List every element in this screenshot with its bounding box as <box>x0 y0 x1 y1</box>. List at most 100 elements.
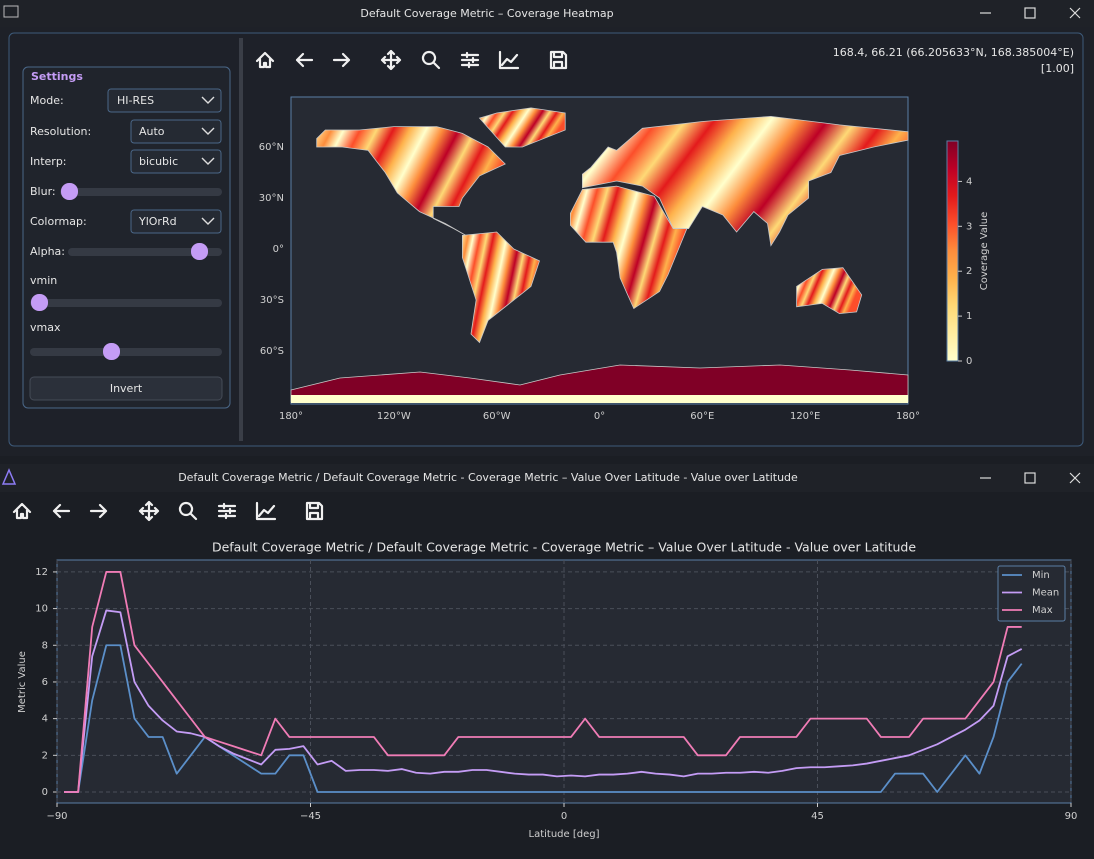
combo-value: YlOrRd <box>138 215 177 228</box>
invert-button[interactable] <box>29 376 223 401</box>
chart-title: Default Coverage Metric / Default Covera… <box>212 540 916 555</box>
title-bar <box>0 0 1094 27</box>
greenland <box>478 107 566 148</box>
window-title: Default Coverage Metric – Coverage Heatm… <box>360 7 613 20</box>
land <box>316 107 909 344</box>
lat-tick-label: 60°S <box>260 346 284 357</box>
configure-button[interactable] <box>460 51 480 69</box>
label: Colormap: <box>30 215 87 228</box>
colorbar <box>946 140 959 362</box>
splitter[interactable] <box>239 38 243 441</box>
lat-tick-label: 30°S <box>260 295 284 306</box>
lon-tick-label: 120°E <box>790 411 820 422</box>
configure-button[interactable] <box>217 502 237 520</box>
x-tick-label: −45 <box>300 811 321 822</box>
lon-tick-label: 60°W <box>483 411 511 422</box>
resolution-combo[interactable] <box>130 119 222 144</box>
x-tick-label: 0 <box>561 811 567 822</box>
colormap-combo[interactable] <box>130 209 222 234</box>
alpha-slider[interactable] <box>68 248 222 256</box>
series-line <box>64 571 1022 793</box>
label: Resolution: <box>30 125 91 138</box>
x-axis-label: Latitude [deg] <box>529 829 600 840</box>
settings-title: Settings <box>31 70 83 83</box>
forward-button[interactable] <box>332 52 351 68</box>
lon-tick-label: 60°E <box>690 411 714 422</box>
legend-label: Mean <box>1032 588 1059 599</box>
label: vmax <box>30 321 61 334</box>
legend-box <box>997 565 1066 622</box>
pan-button[interactable] <box>380 49 402 71</box>
y-tick-label: 0 <box>42 787 48 798</box>
y-tick-label: 2 <box>42 750 48 761</box>
edit-axis-button[interactable] <box>255 501 277 521</box>
x-tick-label: 45 <box>811 811 824 822</box>
blur-slider[interactable] <box>60 188 222 196</box>
africa <box>570 185 688 310</box>
back-button[interactable] <box>52 503 71 519</box>
status-zoom: [1.00] <box>1041 62 1074 75</box>
y-tick-label: 10 <box>35 604 48 615</box>
lon-tick-label: 180° <box>279 411 303 422</box>
mode-combo[interactable] <box>107 88 222 113</box>
lon-tick-label: 180° <box>896 411 920 422</box>
antarctica-edge <box>291 395 908 403</box>
colorbar-tick-label: 4 <box>966 176 972 187</box>
map-ticks: 180° 120°W 60°W 0° 60°E 120°E 180° 60°N 30°N 0° 30… <box>259 142 920 422</box>
colorbar-tick-label: 0 <box>966 356 972 367</box>
label: Interp: <box>30 155 67 168</box>
y-tick-label: 12 <box>35 567 48 578</box>
slider-handle[interactable] <box>31 294 48 311</box>
combo-value: bicubic <box>139 155 178 168</box>
lat-tick-label: 60°N <box>259 142 284 153</box>
south-america <box>461 231 540 344</box>
lon-tick-label: 120°W <box>377 411 411 422</box>
close-button[interactable] <box>1069 7 1081 19</box>
save-button[interactable] <box>305 501 324 521</box>
maximize-button[interactable] <box>1024 7 1036 19</box>
button-label: Invert <box>110 382 143 395</box>
home-button[interactable] <box>255 51 275 69</box>
lat-tick-label: 30°N <box>259 193 284 204</box>
title-bar <box>0 464 1094 492</box>
legend: Min Mean Max <box>997 565 1066 622</box>
app-icon <box>1 468 17 485</box>
x-tick-label: 90 <box>1065 811 1078 822</box>
window-controls <box>980 7 1081 19</box>
zoom-button[interactable] <box>178 501 198 521</box>
colorbar-label: Coverage Value <box>979 212 990 291</box>
vmin-slider[interactable] <box>30 299 222 307</box>
status-coords: 168.4, 66.21 (66.205633°N, 168.385004°E) <box>833 46 1074 59</box>
label: Blur: <box>30 185 56 198</box>
y-axis-label: Metric Value <box>17 651 28 713</box>
lon-tick-label: 0° <box>594 411 605 422</box>
slider-handle[interactable] <box>61 183 78 200</box>
home-button[interactable] <box>12 502 32 520</box>
legend-label: Max <box>1032 605 1053 616</box>
pan-button[interactable] <box>138 500 160 522</box>
forward-button[interactable] <box>89 503 108 519</box>
zoom-button[interactable] <box>421 50 441 70</box>
label: Mode: <box>30 94 64 107</box>
series-line <box>64 609 1023 793</box>
colorbar-tick-label: 2 <box>966 266 972 277</box>
colorbar-tick-label: 1 <box>966 311 972 322</box>
back-button[interactable] <box>295 52 314 68</box>
interp-combo[interactable] <box>130 149 222 174</box>
maximize-button[interactable] <box>1024 472 1036 484</box>
app-icon <box>3 5 19 18</box>
x-tick-label: −90 <box>46 811 67 822</box>
settings-group <box>22 66 231 409</box>
slider-handle[interactable] <box>191 243 208 260</box>
edit-axis-button[interactable] <box>498 50 520 70</box>
close-button[interactable] <box>1069 472 1081 484</box>
label: vmin <box>30 274 57 287</box>
save-button[interactable] <box>549 50 568 70</box>
slider-handle[interactable] <box>103 343 120 360</box>
north-america <box>316 126 506 236</box>
combo-value: HI-RES <box>117 94 154 107</box>
vmax-slider[interactable] <box>30 348 222 356</box>
australia <box>796 267 863 315</box>
